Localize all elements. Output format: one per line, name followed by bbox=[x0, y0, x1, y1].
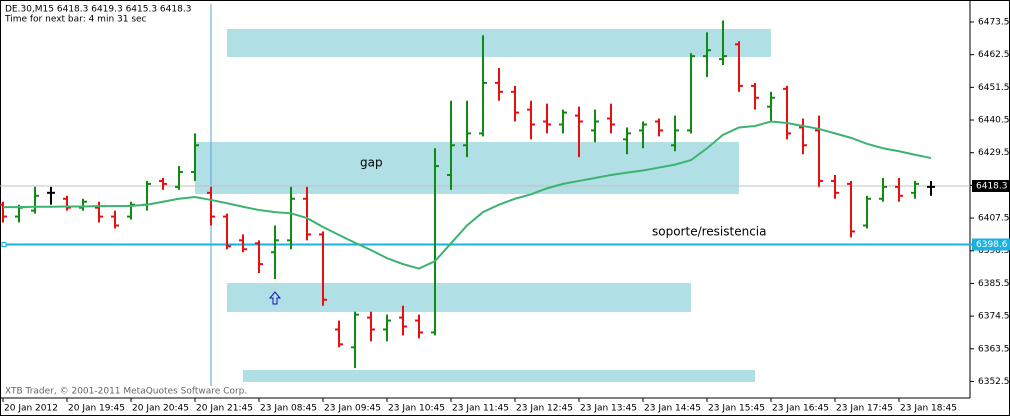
level-handle bbox=[1, 242, 7, 248]
x-tick-label: 20 Jan 20:45 bbox=[132, 404, 189, 414]
x-tick-label: 23 Jan 16:45 bbox=[772, 404, 829, 414]
x-tick-label: 23 Jan 15:45 bbox=[708, 404, 765, 414]
annotation: soporte/resistencia bbox=[652, 225, 767, 239]
x-tick-label: 23 Jan 10:45 bbox=[388, 404, 445, 414]
current-price-label: 6418.3 bbox=[976, 181, 1008, 191]
y-tick-label: 6407.5 bbox=[978, 214, 1010, 224]
y-tick-label: 6385.5 bbox=[978, 279, 1010, 289]
footer: XTB Trader, © 2001-2011 MetaQuotes Softw… bbox=[5, 387, 247, 397]
zone bbox=[243, 370, 755, 382]
moving-average bbox=[3, 120, 932, 270]
level-box bbox=[972, 238, 1010, 251]
y-tick-label: 6374.5 bbox=[978, 312, 1010, 322]
y-tick-label: 6396.5 bbox=[978, 246, 1010, 256]
y-tick-label: 6451.5 bbox=[978, 83, 1010, 93]
y-tick-label: 6440.5 bbox=[978, 116, 1010, 126]
x-tick-label: 23 Jan 14:45 bbox=[644, 404, 701, 414]
x-tick-label: 20 Jan 2012 bbox=[4, 404, 58, 414]
y-tick-label: 6363.5 bbox=[978, 344, 1010, 354]
x-tick-label: 23 Jan 11:45 bbox=[452, 404, 509, 414]
zone bbox=[227, 29, 771, 57]
x-tick-label: 20 Jan 19:45 bbox=[68, 404, 125, 414]
arrow-icon bbox=[268, 291, 282, 305]
subheader: Time for next bar: 4 min 31 sec bbox=[4, 15, 147, 25]
header: DE.30,M15 6418.3 6419.3 6415.3 6418.3 bbox=[5, 5, 191, 15]
x-tick-label: 23 Jan 17:45 bbox=[836, 404, 893, 414]
current-price-box bbox=[972, 179, 1010, 192]
x-tick-label: 23 Jan 09:45 bbox=[324, 404, 381, 414]
x-tick-label: 23 Jan 13:45 bbox=[580, 404, 637, 414]
x-tick-label: 23 Jan 08:45 bbox=[260, 404, 317, 414]
level-label: 6398.6 bbox=[976, 240, 1008, 250]
zone bbox=[227, 283, 691, 312]
y-tick-label: 6462.5 bbox=[978, 50, 1010, 60]
y-tick-label: 6352.5 bbox=[978, 377, 1010, 387]
y-tick-label: 6473.5 bbox=[978, 17, 1010, 27]
x-tick-label: 23 Jan 12:45 bbox=[516, 404, 573, 414]
x-tick-label: 20 Jan 21:45 bbox=[196, 404, 253, 414]
x-tick-label: 23 Jan 18:45 bbox=[900, 404, 957, 414]
y-tick-label: 6429.5 bbox=[978, 148, 1010, 158]
annotation: gap bbox=[360, 156, 383, 170]
